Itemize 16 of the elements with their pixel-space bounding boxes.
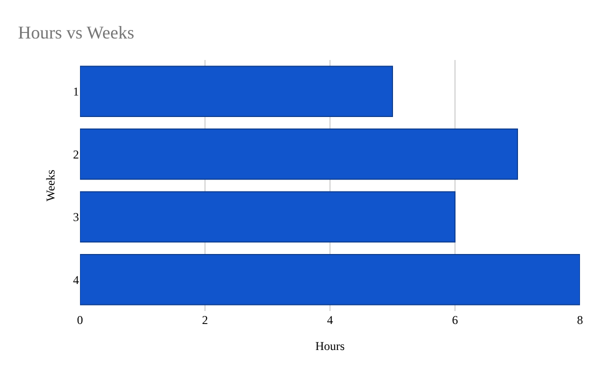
y-tick-label: 4 bbox=[73, 272, 79, 287]
x-tick-label: 4 bbox=[327, 313, 333, 327]
y-tick-label: 1 bbox=[73, 84, 79, 99]
x-tick-label: 0 bbox=[77, 313, 83, 327]
x-axis-title: Hours bbox=[315, 338, 345, 353]
y-tick-label: 3 bbox=[73, 210, 79, 224]
y-axis-title: Weeks bbox=[43, 169, 58, 202]
x-tick-label: 6 bbox=[452, 313, 458, 327]
chart-title: Hours vs Weeks bbox=[18, 22, 134, 43]
bar bbox=[80, 191, 456, 242]
bar bbox=[80, 254, 580, 306]
bar bbox=[80, 128, 518, 180]
x-tick-label: 8 bbox=[577, 313, 583, 327]
y-tick-label: 2 bbox=[73, 147, 79, 162]
x-tick-label: 2 bbox=[202, 313, 208, 327]
bar bbox=[80, 66, 393, 117]
